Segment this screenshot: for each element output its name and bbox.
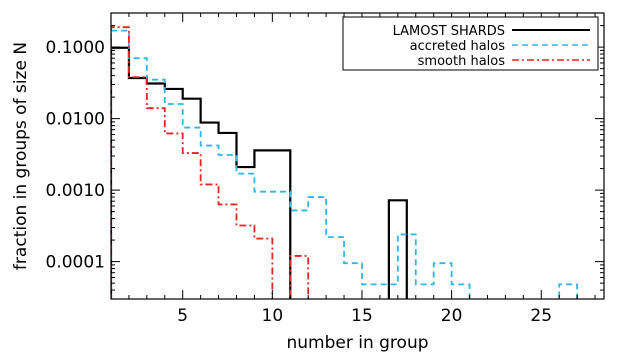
x-tick-label: 25: [530, 306, 552, 326]
x-axis-title: number in group: [286, 333, 428, 353]
tick-labels: 5 10 15 20 25 0.0001 0.0010 0.0100 0.1000: [46, 38, 553, 326]
series-layer: [111, 26, 579, 299]
legend: LAMOST SHARDS accreted halos smooth halo…: [342, 16, 599, 71]
legend-label-accreted-halos: accreted halos: [410, 39, 506, 54]
x-tick-label: 20: [441, 306, 463, 326]
series-line-accreted-halos: [111, 29, 579, 299]
x-tick-label: 15: [351, 306, 373, 326]
legend-box: [342, 16, 599, 71]
legend-label-lamost-shards: LAMOST SHARDS: [393, 24, 505, 39]
x-tick-label: 10: [262, 306, 284, 326]
y-tick-label: 0.1000: [46, 38, 105, 58]
x-tick-label: 5: [177, 306, 188, 326]
y-tick-label: 0.0001: [46, 253, 105, 273]
legend-label-smooth-halos: smooth halos: [418, 54, 506, 69]
axis-ticks: [110, 13, 604, 300]
y-tick-label: 0.0100: [46, 110, 105, 130]
y-tick-label: 0.0010: [46, 181, 105, 201]
series-line-smooth-halos: [111, 26, 310, 299]
y-axis-title: fraction in groups of size N: [11, 42, 31, 270]
